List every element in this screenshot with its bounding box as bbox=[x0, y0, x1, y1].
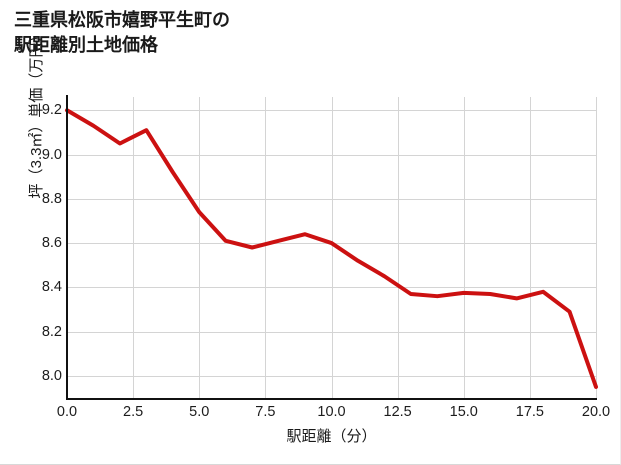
x-tick-label-2: 5.0 bbox=[189, 404, 210, 420]
page-title: 三重県松阪市嬉野平生町の 駅距離別土地価格 bbox=[14, 10, 230, 55]
y-tick-labels: 8.0 8.2 8.4 8.6 8.8 9.0 9.2 bbox=[0, 0, 62, 465]
gridline-vertical-7 bbox=[529, 97, 531, 398]
y-tick-label-2: 8.4 bbox=[41, 279, 62, 296]
x-tick-label-1: 2.5 bbox=[123, 404, 144, 420]
plot-area bbox=[65, 97, 598, 398]
y-tick-label-4: 8.8 bbox=[41, 190, 62, 207]
y-axis-spine bbox=[66, 95, 68, 400]
y-tick-label-3: 8.6 bbox=[41, 235, 62, 252]
x-axis-title: 駅距離（分） bbox=[286, 428, 377, 445]
y-tick-label-5: 9.0 bbox=[41, 146, 62, 163]
gridline-vertical-2 bbox=[199, 97, 201, 398]
y-tick-label-0: 8.0 bbox=[41, 367, 62, 384]
x-tick-label-3: 7.5 bbox=[255, 404, 276, 420]
x-tick-label-7: 17.5 bbox=[515, 404, 544, 420]
y-axis-title-wrap: 坪（3.3㎡）単価（万円） bbox=[22, 0, 48, 263]
x-axis-spine bbox=[66, 398, 597, 400]
gridline-vertical-1 bbox=[133, 97, 135, 398]
series-line-坪単価 bbox=[65, 108, 598, 389]
gridline-vertical-6 bbox=[463, 97, 465, 398]
x-tick-label-4: 10.0 bbox=[317, 404, 346, 420]
x-tick-label-8: 20.0 bbox=[581, 404, 611, 420]
gridline-vertical-5 bbox=[397, 97, 399, 398]
y-tick-label-6: 9.2 bbox=[41, 102, 62, 119]
y-axis-title: 坪（3.3㎡）単価（万円） bbox=[27, 27, 45, 199]
x-tick-label-6: 15.0 bbox=[449, 404, 478, 420]
x-tick-label-0: 0.0 bbox=[56, 404, 78, 420]
y-tick-label-1: 8.2 bbox=[41, 323, 62, 340]
x-tick-label-5: 12.5 bbox=[383, 404, 412, 420]
gridline-vertical-4 bbox=[331, 97, 333, 398]
data-line-svg bbox=[65, 108, 598, 389]
gridline-vertical-8 bbox=[596, 97, 597, 398]
gridline-vertical-3 bbox=[265, 97, 267, 398]
